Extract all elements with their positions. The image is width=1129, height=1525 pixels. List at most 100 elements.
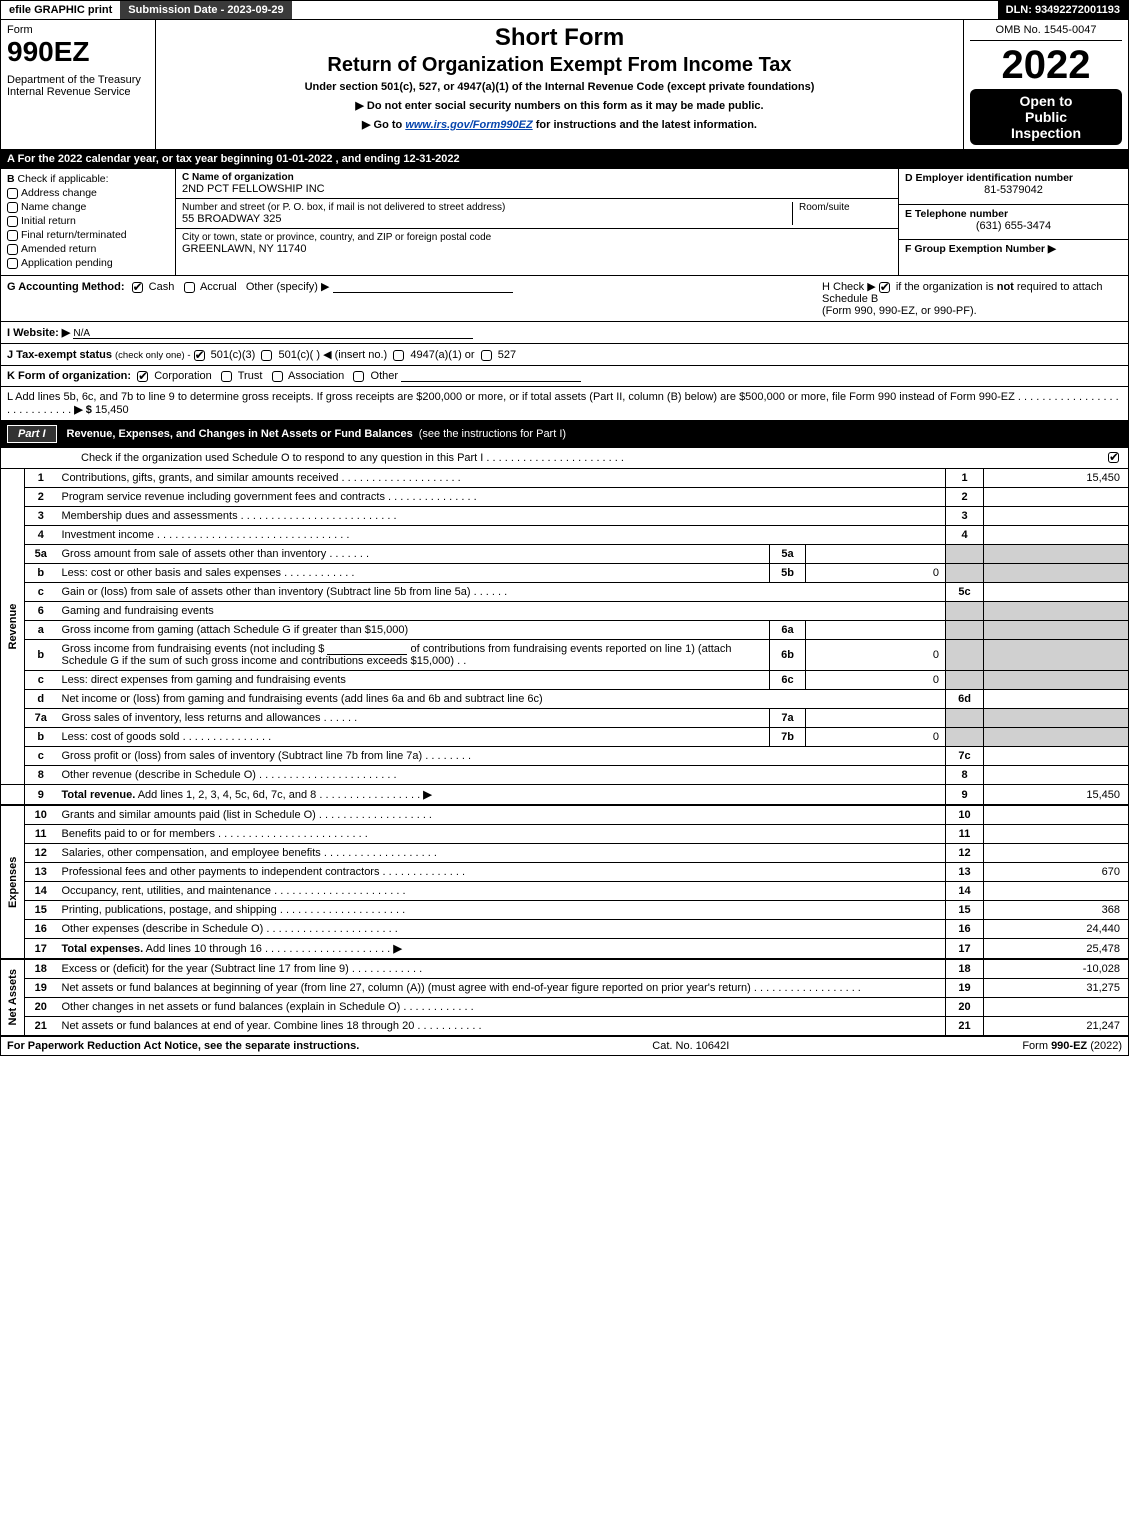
j-small: (check only one) -: [115, 350, 191, 361]
open-line3: Inspection: [974, 125, 1118, 141]
tax-year: 2022: [970, 45, 1122, 85]
amt-21: 21,247: [984, 1017, 1129, 1036]
amt-10: [984, 805, 1129, 825]
amt-11: [984, 825, 1129, 844]
form-number: 990EZ: [7, 36, 149, 68]
other-specify-input[interactable]: [333, 281, 513, 293]
b-letter: B: [7, 173, 15, 185]
instr2-pre: ▶ Go to: [362, 119, 405, 131]
amt-6d: [984, 690, 1129, 709]
page-footer: For Paperwork Reduction Act Notice, see …: [0, 1036, 1129, 1056]
part1-sub: (see the instructions for Part I): [419, 428, 566, 440]
chk-amended-return[interactable]: [7, 244, 18, 255]
form-header: Form 990EZ Department of the Treasury In…: [0, 20, 1129, 150]
row-5b: b Less: cost or other basis and sales ex…: [1, 564, 1129, 583]
row-16: 16 Other expenses (describe in Schedule …: [1, 920, 1129, 939]
row-20: 20 Other changes in net assets or fund b…: [1, 998, 1129, 1017]
chk-app-pending[interactable]: [7, 258, 18, 269]
row-17: 17 Total expenses. Add lines 10 through …: [1, 939, 1129, 960]
row-11: 11 Benefits paid to or for members . . .…: [1, 825, 1129, 844]
header-center: Short Form Return of Organization Exempt…: [156, 20, 963, 149]
chk-final-return[interactable]: [7, 230, 18, 241]
row-5a: 5a Gross amount from sale of assets othe…: [1, 545, 1129, 564]
row-14: 14 Occupancy, rent, utilities, and maint…: [1, 882, 1129, 901]
row-7a: 7a Gross sales of inventory, less return…: [1, 709, 1129, 728]
ein-label: D Employer identification number: [905, 172, 1122, 184]
chk-accrual[interactable]: [184, 282, 195, 293]
chk-trust[interactable]: [221, 371, 232, 382]
chk-name-change[interactable]: [7, 202, 18, 213]
chk-527[interactable]: [481, 350, 492, 361]
chk-527-label: 527: [498, 349, 516, 361]
row-4: 4 Investment income . . . . . . . . . . …: [1, 526, 1129, 545]
row-15: 15 Printing, publications, postage, and …: [1, 901, 1129, 920]
chk-cash-label: Cash: [149, 281, 175, 293]
vtab-revenue: Revenue: [1, 469, 25, 785]
col-d-ids: D Employer identification number 81-5379…: [898, 169, 1128, 275]
row-7b: b Less: cost of goods sold . . . . . . .…: [1, 728, 1129, 747]
row-6d: d Net income or (loss) from gaming and f…: [1, 690, 1129, 709]
ein-value: 81-5379042: [905, 184, 1122, 196]
form-label: Form: [7, 24, 149, 36]
chk-other-label: Other (specify) ▶: [246, 281, 330, 293]
instr-goto: ▶ Go to www.irs.gov/Form990EZ for instru…: [162, 118, 957, 131]
row-5c: c Gain or (loss) from sale of assets oth…: [1, 583, 1129, 602]
subamt-5a: [806, 545, 946, 564]
chk-app-pending-label: Application pending: [21, 257, 113, 269]
part1-badge: Part I: [7, 425, 57, 443]
short-form-title: Short Form: [162, 24, 957, 52]
chk-501c[interactable]: [261, 350, 272, 361]
row-6b: b Gross income from fundraising events (…: [1, 640, 1129, 671]
org-name: 2ND PCT FELLOWSHIP INC: [182, 183, 892, 195]
chk-schedule-b-not-required[interactable]: [879, 282, 890, 293]
dept-label: Department of the Treasury Internal Reve…: [7, 74, 149, 98]
other-org-input[interactable]: [401, 370, 581, 382]
vtab-expenses: Expenses: [1, 805, 25, 959]
row-18: Net Assets 18 Excess or (deficit) for th…: [1, 959, 1129, 979]
subamt-6a: [806, 621, 946, 640]
chk-501c3-label: 501(c)(3): [211, 349, 256, 361]
row-7c: c Gross profit or (loss) from sales of i…: [1, 747, 1129, 766]
row-6c: c Less: direct expenses from gaming and …: [1, 671, 1129, 690]
group-exemption-label: F Group Exemption Number ▶: [905, 243, 1122, 255]
row-19: 19 Net assets or fund balances at beginn…: [1, 979, 1129, 998]
website-value: N/A: [73, 327, 473, 339]
amt-18: -10,028: [984, 959, 1129, 979]
part1-check-text: Check if the organization used Schedule …: [81, 452, 483, 464]
amt-15: 368: [984, 901, 1129, 920]
footer-form-ref: Form 990-EZ (2022): [1022, 1040, 1122, 1052]
line-g-h: G Accounting Method: Cash Accrual Other …: [0, 276, 1129, 322]
open-line1: Open to: [974, 93, 1118, 109]
row-6a: a Gross income from gaming (attach Sched…: [1, 621, 1129, 640]
chk-4947a1[interactable]: [393, 350, 404, 361]
part1-check-dots: . . . . . . . . . . . . . . . . . . . . …: [486, 452, 624, 464]
chk-address-change[interactable]: [7, 188, 18, 199]
chk-association[interactable]: [272, 371, 283, 382]
chk-other-org[interactable]: [353, 371, 364, 382]
row-2: 2 Program service revenue including gove…: [1, 488, 1129, 507]
phone-value: (631) 655-3474: [905, 220, 1122, 232]
chk-amended-return-label: Amended return: [21, 243, 96, 255]
row-1: Revenue 1 Contributions, gifts, grants, …: [1, 469, 1129, 488]
chk-other-org-label: Other: [371, 370, 399, 382]
chk-501c3[interactable]: [194, 350, 205, 361]
footer-cat-no: Cat. No. 10642I: [359, 1040, 1022, 1052]
row-8: 8 Other revenue (describe in Schedule O)…: [1, 766, 1129, 785]
street-value: 55 BROADWAY 325: [182, 213, 786, 225]
chk-final-return-label: Final return/terminated: [21, 229, 127, 241]
line-k: K Form of organization: Corporation Trus…: [0, 366, 1129, 387]
chk-cash[interactable]: [132, 282, 143, 293]
chk-initial-return[interactable]: [7, 216, 18, 227]
chk-corporation[interactable]: [137, 371, 148, 382]
row-21: 21 Net assets or fund balances at end of…: [1, 1017, 1129, 1036]
row-3: 3 Membership dues and assessments . . . …: [1, 507, 1129, 526]
line-i: I Website: ▶ N/A: [0, 322, 1129, 344]
chk-schedule-o-used[interactable]: [1108, 452, 1119, 463]
6b-contrib-input[interactable]: [327, 643, 407, 655]
efile-print-label[interactable]: efile GRAPHIC print: [1, 1, 120, 19]
amt-20: [984, 998, 1129, 1017]
irs-link[interactable]: www.irs.gov/Form990EZ: [405, 119, 532, 131]
b-label: Check if applicable:: [18, 173, 109, 185]
chk-initial-return-label: Initial return: [21, 215, 76, 227]
amt-14: [984, 882, 1129, 901]
